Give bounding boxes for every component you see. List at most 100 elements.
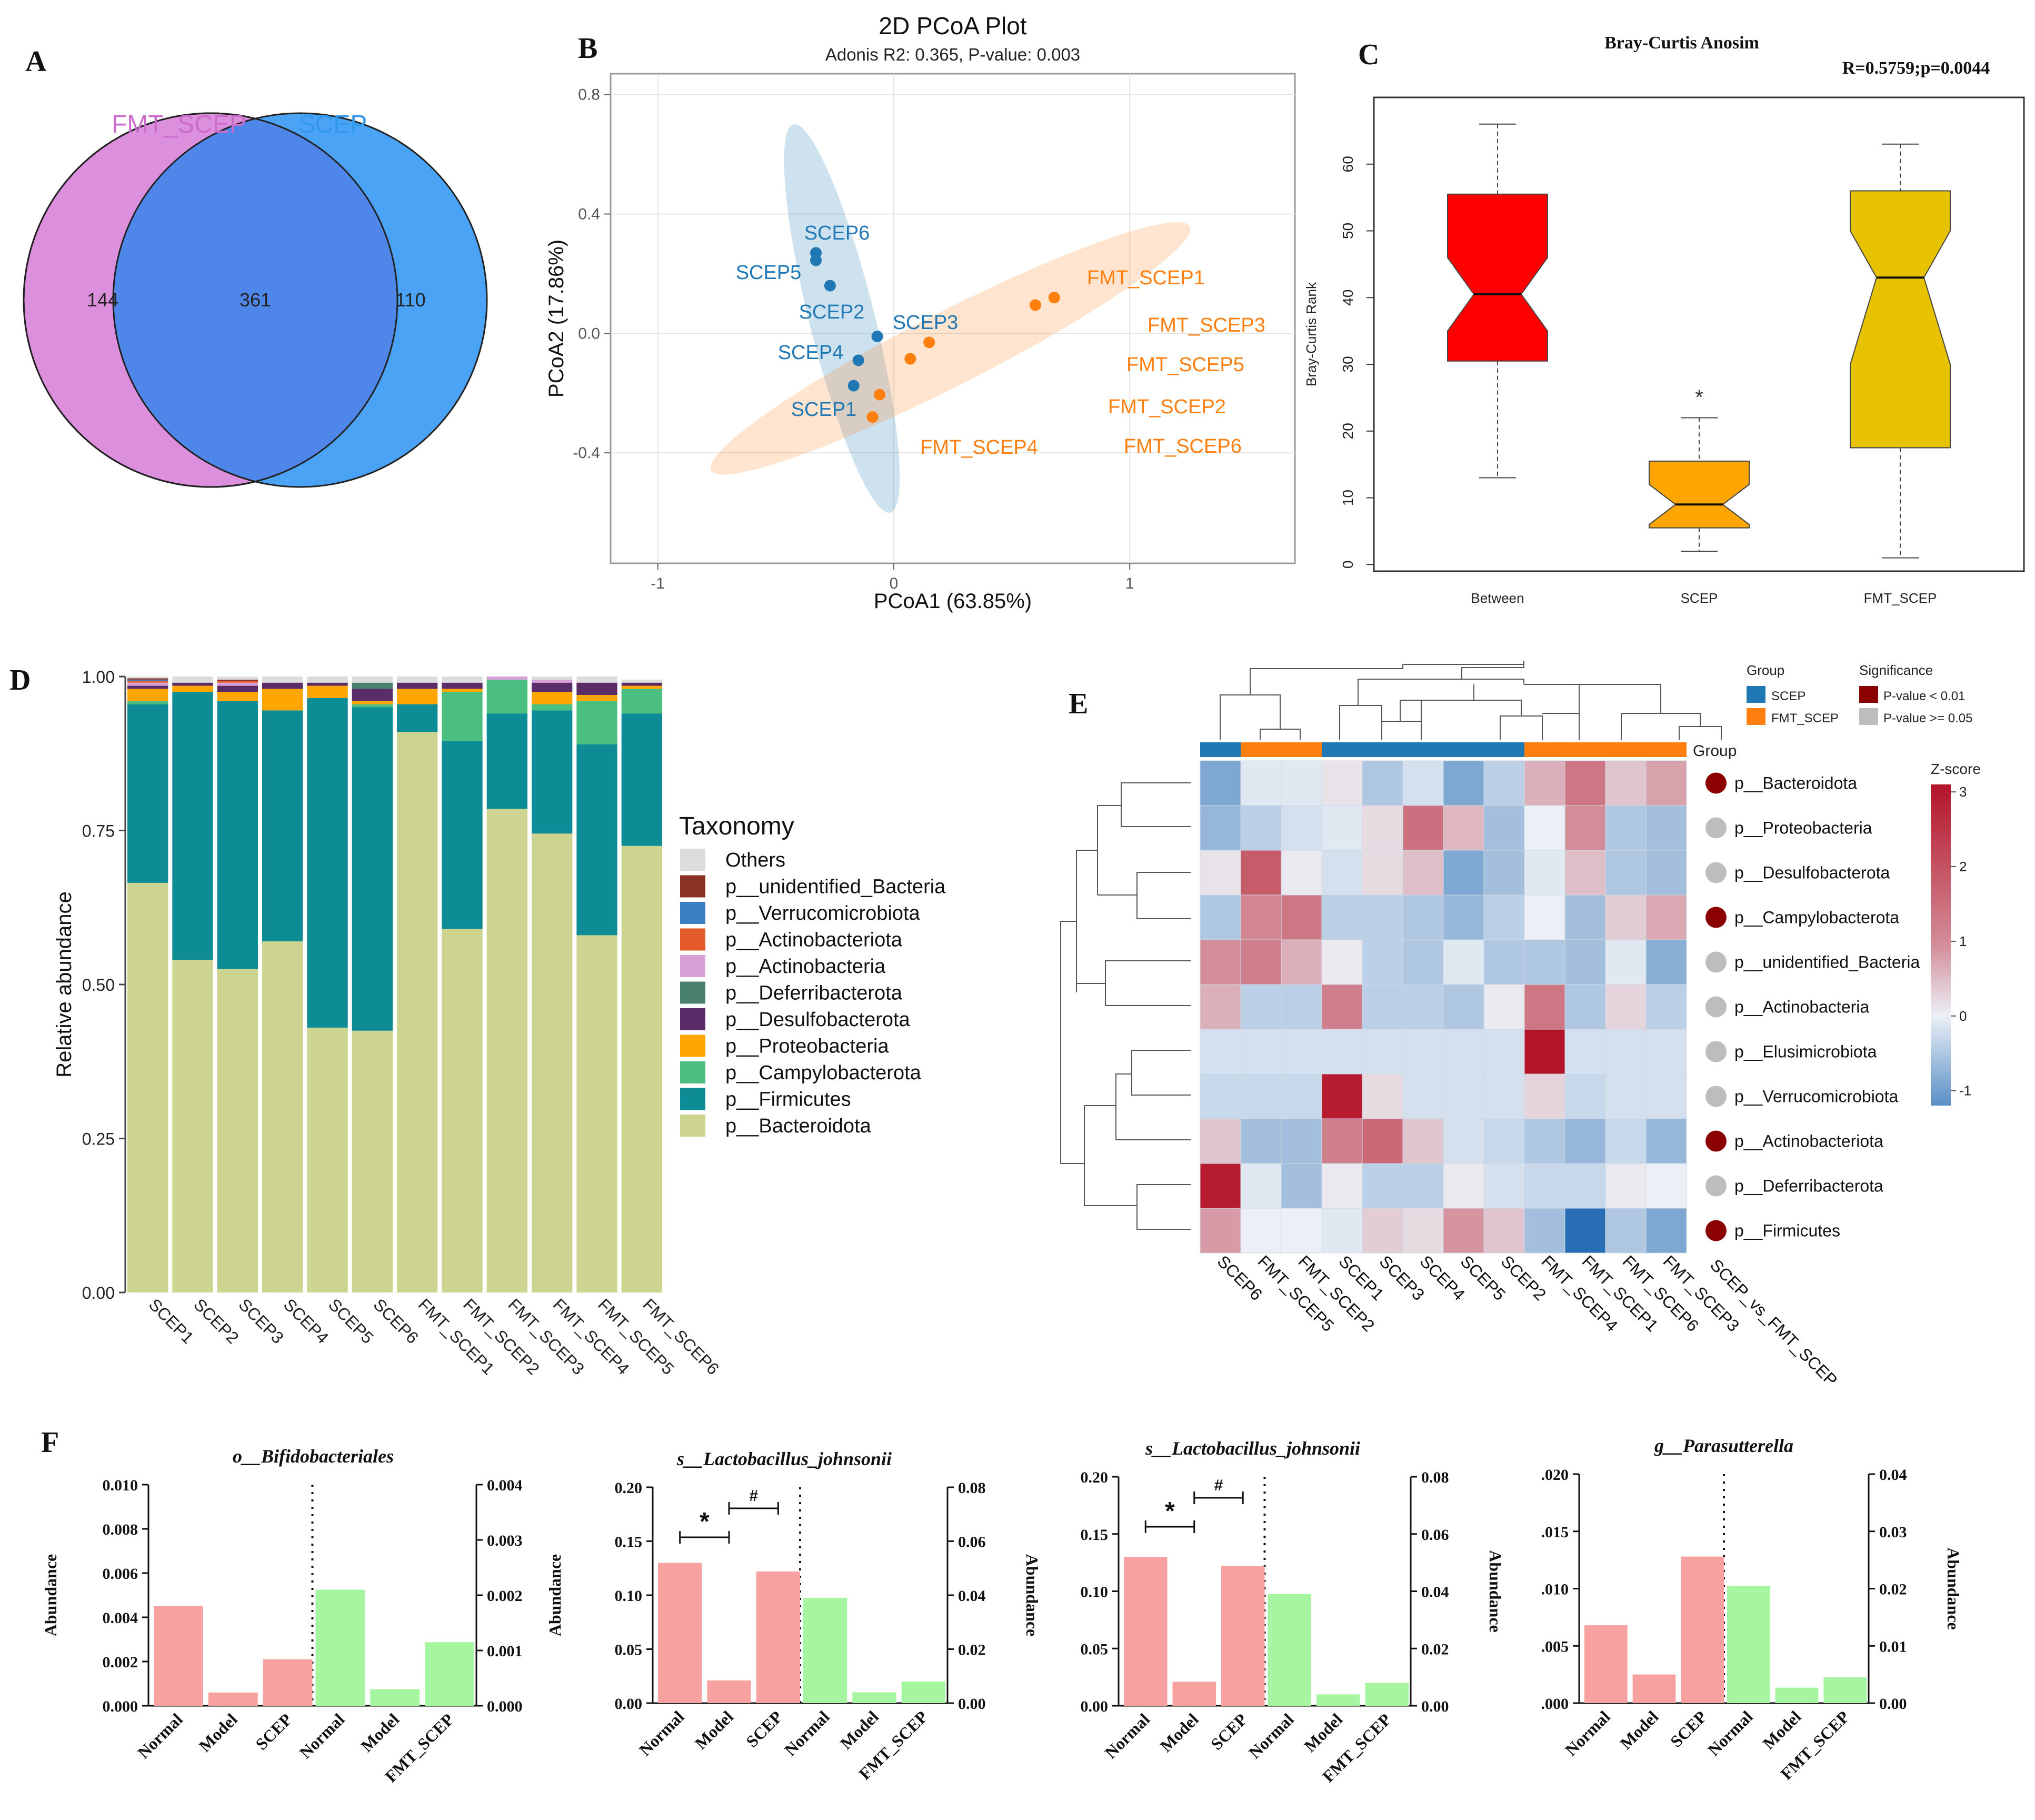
left-tick-label: 0.20 (615, 1479, 643, 1497)
stacked-bar-segment (127, 681, 168, 683)
subplot-title: g__Parasutterella (1654, 1435, 1793, 1456)
heatmap-cell (1483, 894, 1525, 940)
heatmap-cell (1645, 805, 1687, 851)
heatmap-cell (1524, 1163, 1565, 1209)
right-tick-label: 0.00 (1421, 1698, 1449, 1715)
colorbar-title: Z-score (1931, 761, 1981, 777)
heatmap-cell (1524, 760, 1565, 806)
heatmap-cell (1362, 1118, 1403, 1164)
significance-mark: * (700, 1508, 710, 1536)
x-axis-label: PCoA1 (63.85%) (874, 590, 1032, 613)
row-label: p__Deferribacterota (1734, 1177, 1883, 1196)
stacked-bar-segment (621, 682, 662, 686)
heatmap-cell (1483, 984, 1525, 1030)
x-tick-label: Normal (1101, 1709, 1154, 1762)
heatmap-cell (1240, 1208, 1282, 1254)
significance-dot (1705, 907, 1727, 928)
right-tick-label: 0.03 (1879, 1524, 1907, 1541)
stacked-bar-segment (442, 682, 483, 689)
significance-dot (1705, 996, 1727, 1018)
heatmap-cell (1524, 939, 1565, 985)
heatmap-cell (1321, 850, 1363, 896)
heatmap-cell (1281, 850, 1322, 896)
legend-label: p__Proteobacteria (725, 1036, 889, 1058)
legend-swatch (680, 1061, 705, 1083)
heatmap-cell (1443, 760, 1484, 806)
heatmap-cell (1605, 805, 1647, 851)
x-tick-label: FMT_SCEP6 (639, 1295, 723, 1378)
x-tick-label: Normal (781, 1707, 833, 1759)
left-tick-label: 0.006 (103, 1565, 138, 1583)
heatmap-cell (1362, 805, 1403, 851)
heatmap-cell (1483, 1163, 1525, 1209)
left-tick-label: .010 (1541, 1581, 1569, 1598)
heatmap-cell (1402, 1029, 1444, 1075)
left-tick-label: 0.10 (1081, 1584, 1109, 1601)
legend-label: p__unidentified_Bacteria (725, 876, 946, 898)
legend-title: Taxonomy (679, 812, 794, 840)
notched-box (1447, 193, 1548, 362)
x-tick-label: -1 (651, 575, 665, 592)
stacked-bar-segment (127, 701, 168, 704)
heatmap-cell (1605, 1029, 1647, 1075)
column-label: SCEP6 (1214, 1251, 1266, 1304)
right-tick-label: 0.00 (958, 1695, 986, 1713)
venn-outline-scep (112, 112, 488, 488)
row-label: p__Elusimicrobiota (1734, 1042, 1877, 1061)
heatmap-cell (1200, 760, 1241, 806)
left-axis-label: Abundance (545, 1554, 564, 1637)
x-tick-label: Model (691, 1707, 737, 1753)
right-tick-label: 0.004 (487, 1477, 523, 1494)
subplot-title: s__Lactobacillus_johnsonii (676, 1448, 892, 1469)
abundance-bar (1124, 1557, 1168, 1706)
heatmap-cell (1200, 984, 1241, 1030)
y-tick-label: -0.4 (573, 444, 600, 462)
stacked-bar-segment (352, 689, 393, 701)
stacked-bar-segment (442, 677, 483, 683)
heatmap-cell (1240, 760, 1282, 806)
heatmap-cell (1281, 1208, 1322, 1254)
stacked-bar-segment (217, 685, 258, 692)
significance-dot (1705, 1220, 1727, 1241)
heatmap-cell (1402, 760, 1444, 806)
heatmap-cell (1402, 984, 1444, 1030)
stacked-bar-segment (442, 689, 483, 692)
row-label: p__Verrucomicrobiota (1734, 1087, 1898, 1106)
stacked-bar-segment (262, 677, 303, 683)
x-tick-label: Between (1471, 590, 1524, 606)
abundance-bar (1632, 1674, 1676, 1703)
point-label: FMT_SCEP5 (1126, 354, 1244, 376)
heatmap-cell (1402, 850, 1444, 896)
data-point (1029, 299, 1041, 311)
heatmap-cell (1483, 1118, 1525, 1164)
legend-swatch (680, 875, 705, 898)
stacked-bar-segment (352, 1030, 393, 1292)
y-tick-label: 0.00 (82, 1284, 115, 1302)
legend-label: p__Actinobacteriota (725, 929, 903, 951)
notched-box (1850, 190, 1951, 449)
group-bar-cell (1362, 742, 1403, 757)
stacked-bar-segment (621, 713, 662, 846)
legend-label: p__Deferribacterota (725, 982, 903, 1005)
y-axis-label: PCoA2 (17.86%) (545, 240, 568, 397)
heatmap-cell (1564, 984, 1606, 1030)
data-point (904, 353, 916, 365)
legend-swatch (680, 928, 705, 951)
heatmap-cell (1443, 1208, 1484, 1254)
column-label: SCEP4 (1416, 1251, 1469, 1304)
heatmap-cell (1524, 1118, 1565, 1164)
chart-subtitle: Adonis R2: 0.365, P-value: 0.003 (825, 45, 1080, 64)
bar-subplot-3: 0.00 0.05 0.10 0.15 0.20 0.00 0.02 0.04 0.06 0.08… (1081, 1438, 1505, 1786)
point-label: SCEP6 (804, 222, 870, 244)
right-tick-label: 0.003 (487, 1532, 523, 1549)
legend-label: p__Bacteroidota (725, 1115, 872, 1137)
data-point (874, 389, 886, 401)
legend-label: p__Firmicutes (725, 1089, 851, 1111)
legend-label: SCEP (1771, 689, 1805, 703)
heatmap-cell (1605, 894, 1647, 940)
heatmap-cell (1200, 805, 1241, 851)
row-dendrogram (1060, 782, 1191, 1230)
stacked-bar-segment (576, 935, 617, 1292)
left-tick-label: .015 (1541, 1524, 1569, 1541)
